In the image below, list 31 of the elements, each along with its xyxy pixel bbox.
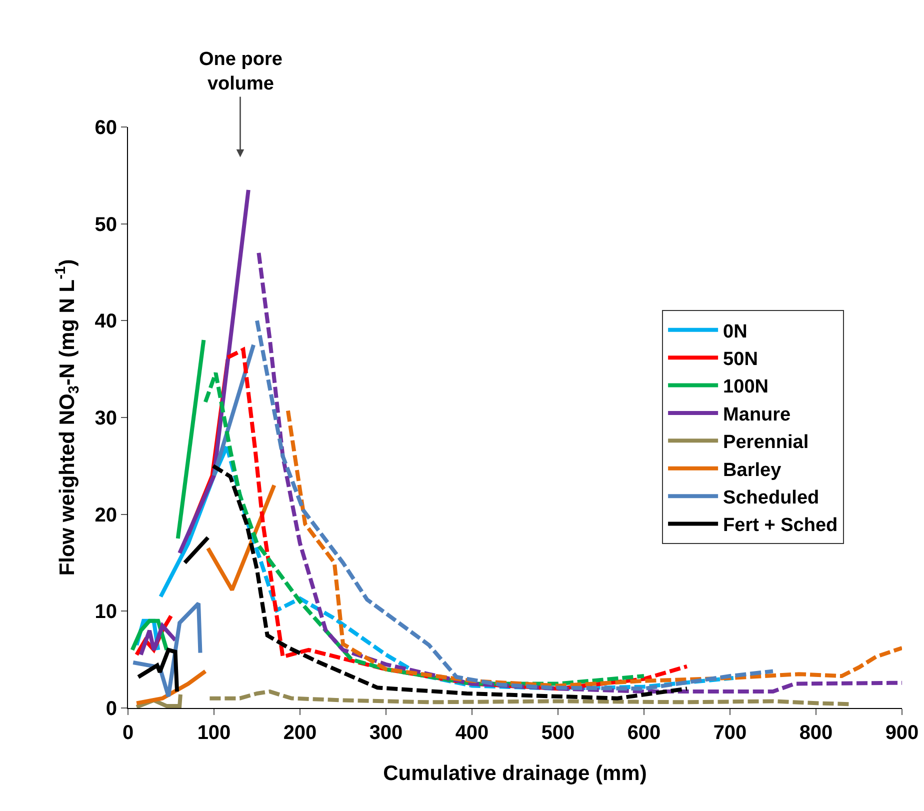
y-tick-label: 40 bbox=[94, 310, 117, 333]
line-series bbox=[256, 250, 902, 694]
legend-label: 0N bbox=[723, 321, 748, 342]
legend-label: Perennial bbox=[723, 432, 809, 454]
x-tick-label: 100 bbox=[197, 722, 231, 744]
x-tick-label: 800 bbox=[799, 722, 833, 744]
y-tick-label: 10 bbox=[94, 601, 117, 624]
x-tick-label: 700 bbox=[713, 722, 747, 744]
legend-label: Fert + Sched bbox=[723, 515, 838, 536]
line-series bbox=[286, 408, 902, 688]
line-series bbox=[203, 370, 646, 686]
y-tick-label: 20 bbox=[94, 504, 117, 526]
text: One pore volume bbox=[199, 49, 282, 95]
y-tick-label: 60 bbox=[94, 117, 117, 139]
legend-label: 100N bbox=[723, 376, 768, 398]
legend-label: Scheduled bbox=[723, 487, 820, 508]
x-tick-label: 200 bbox=[283, 722, 317, 744]
x-tick-label: 0 bbox=[122, 722, 134, 744]
x-tick-label: 600 bbox=[627, 722, 661, 744]
legend-label: Manure bbox=[723, 404, 791, 426]
y-tick-label: 0 bbox=[106, 698, 117, 720]
legend-label: 50N bbox=[723, 348, 758, 370]
x-tick-label: 500 bbox=[541, 722, 575, 744]
x-tick-label: 400 bbox=[455, 722, 489, 744]
line-series bbox=[211, 464, 689, 700]
legend-label: Barley bbox=[723, 460, 782, 481]
y-tick-label: 50 bbox=[94, 214, 117, 236]
x-tick-label: 900 bbox=[885, 722, 919, 744]
y-tick-label: 30 bbox=[94, 408, 117, 430]
x-tick-label: 300 bbox=[369, 722, 403, 744]
x-axis-title: Cumulative drainage (mm) bbox=[383, 762, 647, 786]
